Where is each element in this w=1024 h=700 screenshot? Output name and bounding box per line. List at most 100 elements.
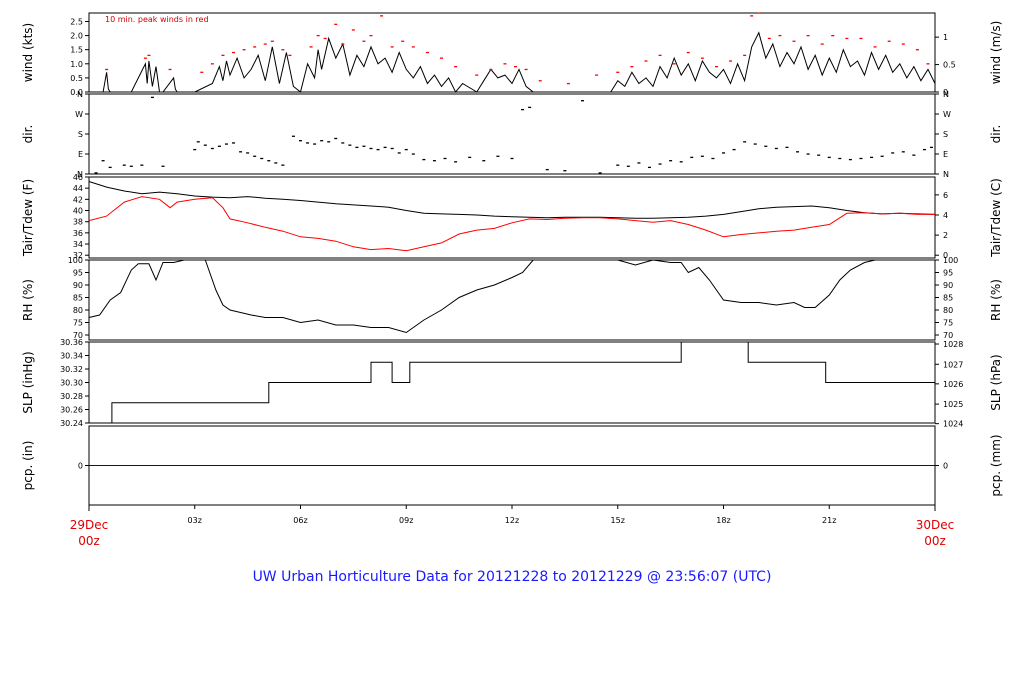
direction-point [313,143,317,145]
x-start-hour-label: 00z [78,534,100,548]
direction-right-axis-label: dir. [989,125,1003,144]
wind-point [210,63,214,65]
x-tick-label: 18z [716,516,730,525]
wind-point [524,68,528,71]
direction-right-tick-label: N [943,90,949,99]
direction-point [432,160,436,162]
wind-point [475,74,479,76]
wind-point [232,51,236,54]
x-tick-label: 03z [188,516,202,525]
wind-left-tick-label: 0.5 [70,74,83,83]
direction-point [320,140,324,142]
wind-point [369,34,373,37]
wind-point [926,63,930,65]
direction-point [838,157,842,160]
wind-right-axis-label: wind (m/s) [989,21,1003,85]
wind-left-tick-label: 1.0 [70,60,83,69]
sea-level-pressure-right-tick-label: 1028 [943,340,963,349]
direction-point [306,142,310,144]
relative-humidity-left-tick-label: 95 [73,269,83,278]
direction-point [454,161,458,163]
wind-point [595,74,599,76]
direction-point [161,165,165,167]
direction-point [922,148,926,151]
relative-humidity-left-tick-label: 70 [73,331,83,340]
direction-point [348,144,352,146]
temperature-left-tick-label: 38 [73,218,83,227]
direction-point [785,146,789,149]
sea-level-pressure-left-tick-label: 30.34 [60,352,83,361]
direction-point [912,154,916,156]
direction-point [690,156,694,159]
wind-point [288,54,292,57]
direction-left-tick-label: S [78,130,83,139]
wind-point [390,46,394,48]
direction-point [376,148,380,151]
relative-humidity-right-tick-label: 90 [943,281,953,290]
direction-point [422,158,426,161]
precipitation-left-axis-label: pcp. (in) [21,441,35,491]
direction-point [468,156,472,159]
x-end-date-label: 30Dec [916,518,955,532]
relative-humidity-panel-frame [88,259,936,341]
temperature-left-tick-label: 42 [73,195,83,204]
direction-point [891,152,895,154]
direction-point [669,160,673,162]
relative-humidity-right-axis-label: RH (%) [989,279,1003,321]
sea-level-pressure-series-line-0 [89,341,935,424]
wind-point [440,57,443,59]
wind-point [820,43,824,45]
wind-point [253,46,257,48]
sea-level-pressure-right-tick-label: 1027 [943,360,963,369]
wind-point [411,46,415,48]
wind-point [538,80,542,82]
direction-point [334,137,338,140]
direction-point [880,155,884,157]
direction-point [203,144,207,146]
x-tick-label: 09z [399,516,413,525]
wind-point [489,68,493,71]
wind-point [831,34,835,37]
wind-left-tick-label: 2.0 [70,32,83,41]
direction-point [581,100,584,102]
sea-level-pressure-left-axis-label: SLP (inHg) [21,351,35,413]
direction-point [806,153,810,155]
direction-point [217,145,221,147]
temperature-left-tick-label: 32 [73,251,83,260]
wind-point [270,40,274,42]
precipitation-right-axis-label: pcp. (mm) [989,434,1003,496]
direction-point [528,106,532,109]
direction-left-tick-label: N [77,90,83,99]
direction-point [327,141,331,143]
direction-point [482,160,486,162]
wind-point [644,60,648,62]
direction-point [711,157,715,160]
wind-point [323,37,327,40]
direction-point [743,141,747,143]
wind-point [316,34,320,37]
direction-point [224,143,228,145]
direction-right-tick-label: N [943,170,949,179]
direction-point [362,145,366,147]
wind-point [767,37,771,40]
direction-point [496,155,500,157]
wind-point [281,49,285,51]
direction-point [355,146,359,149]
wind-left-tick-label: 2.5 [70,17,83,26]
direction-point [598,172,602,174]
precipitation-left-tick-label: 0 [78,462,83,471]
temperature-left-tick-label: 36 [73,229,83,238]
wind-point [672,63,676,65]
wind-point [147,54,151,57]
relative-humidity-left-tick-label: 100 [68,256,83,265]
temperature-left-tick-label: 40 [73,207,83,216]
direction-point [901,151,905,153]
direction-point [281,164,285,166]
wind-point [792,40,796,42]
relative-humidity-left-tick-label: 75 [73,319,83,328]
direction-point [274,162,278,164]
direction-point [647,166,651,169]
temperature-left-axis-label: Tair/Tdew (F) [21,179,35,257]
sea-level-pressure-left-tick-label: 30.32 [60,365,83,374]
